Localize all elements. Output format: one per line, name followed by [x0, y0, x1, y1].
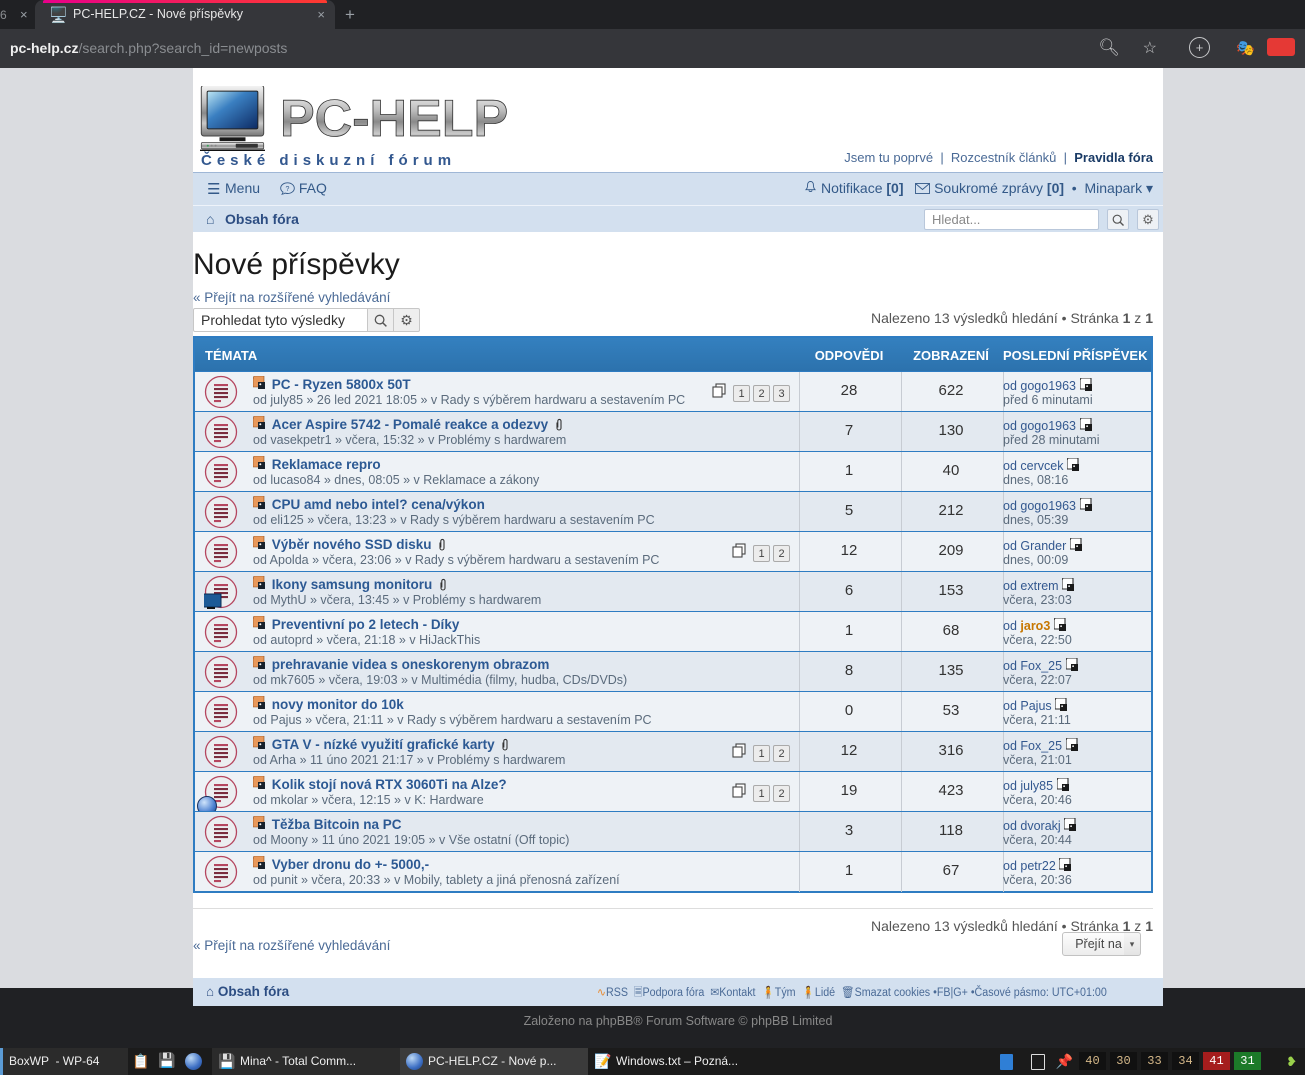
svg-text:PC-HELP: PC-HELP	[280, 90, 508, 148]
svg-text:?: ?	[286, 186, 290, 193]
